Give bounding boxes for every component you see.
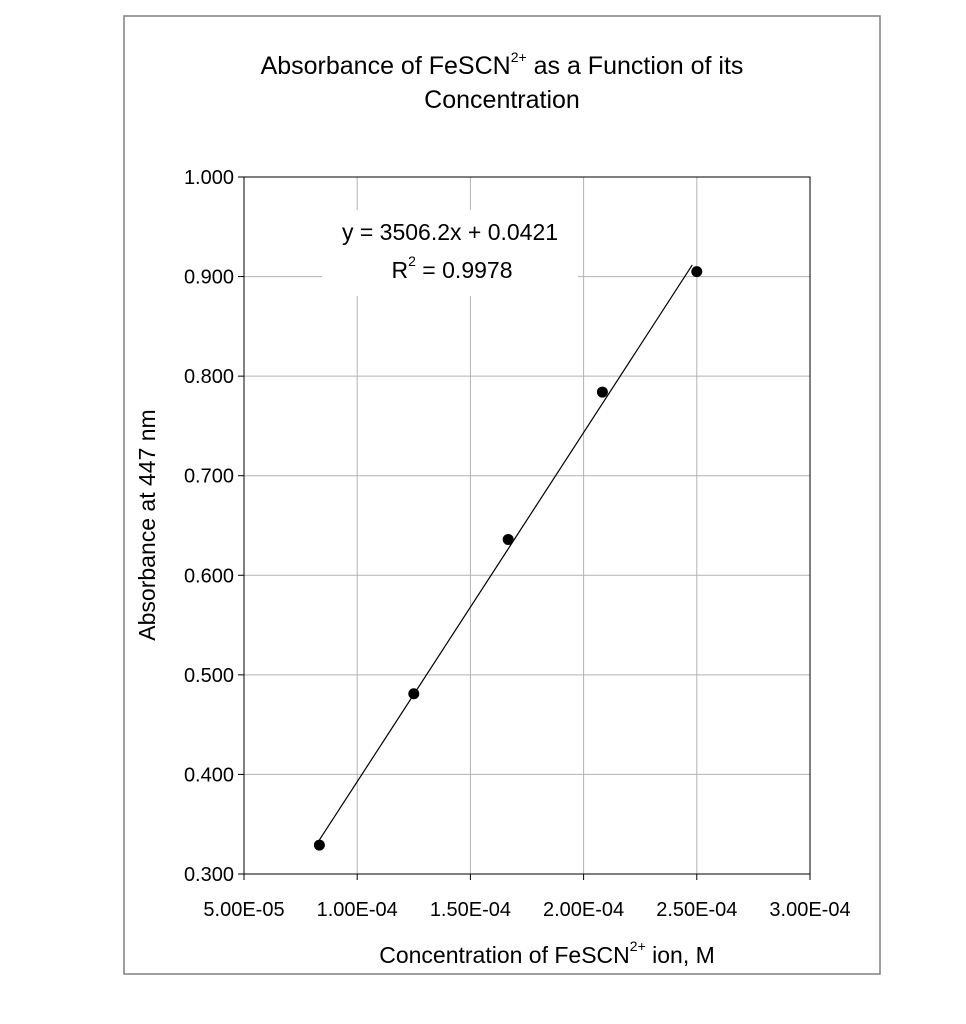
chart-title-line1: Absorbance of FeSCN2+ as a Function of i… — [261, 49, 744, 80]
data-point — [313, 839, 325, 851]
data-point — [596, 386, 608, 398]
y-tick-label: 0.500 — [184, 665, 234, 687]
plot-area — [243, 176, 811, 875]
data-point — [691, 266, 703, 278]
chart-frame — [123, 15, 881, 975]
y-tick-label: 0.700 — [184, 466, 234, 488]
y-axis-label: Absorbance at 447 nm — [134, 409, 160, 640]
y-tick-label: 0.400 — [184, 764, 234, 786]
x-tick-label: 5.00E-05 — [203, 899, 284, 921]
tick-layer: 0.300 0.400 0.500 0.600 0.700 0.800 0.900 1.000… — [184, 167, 851, 921]
x-tick-label: 1.50E-04 — [430, 899, 511, 921]
point-layer — [313, 266, 703, 851]
x-tick-label: 2.00E-04 — [543, 899, 624, 921]
equation-box — [322, 210, 578, 296]
trendline-r2: R2 = 0.9978 — [392, 253, 513, 283]
chart-title-line2: Concentration — [424, 86, 580, 114]
x-axis-label: Concentration of FeSCN2+ ion, M — [379, 938, 715, 968]
data-point — [502, 533, 514, 545]
y-tick-label: 0.600 — [184, 565, 234, 587]
data-point — [408, 688, 420, 700]
trendline-layer — [318, 264, 693, 841]
x-tick-label: 2.50E-04 — [656, 899, 737, 921]
x-tick-label: 3.00E-04 — [769, 899, 850, 921]
trendline-equation: y = 3506.2x + 0.0421 — [342, 219, 558, 245]
y-tick-label: 0.900 — [184, 267, 234, 289]
y-tick-label: 0.800 — [184, 366, 234, 388]
trendline — [318, 264, 693, 841]
x-tick-label: 1.00E-04 — [317, 899, 398, 921]
y-tick-label: 1.000 — [184, 167, 234, 189]
y-tick-label: 0.300 — [184, 864, 234, 886]
